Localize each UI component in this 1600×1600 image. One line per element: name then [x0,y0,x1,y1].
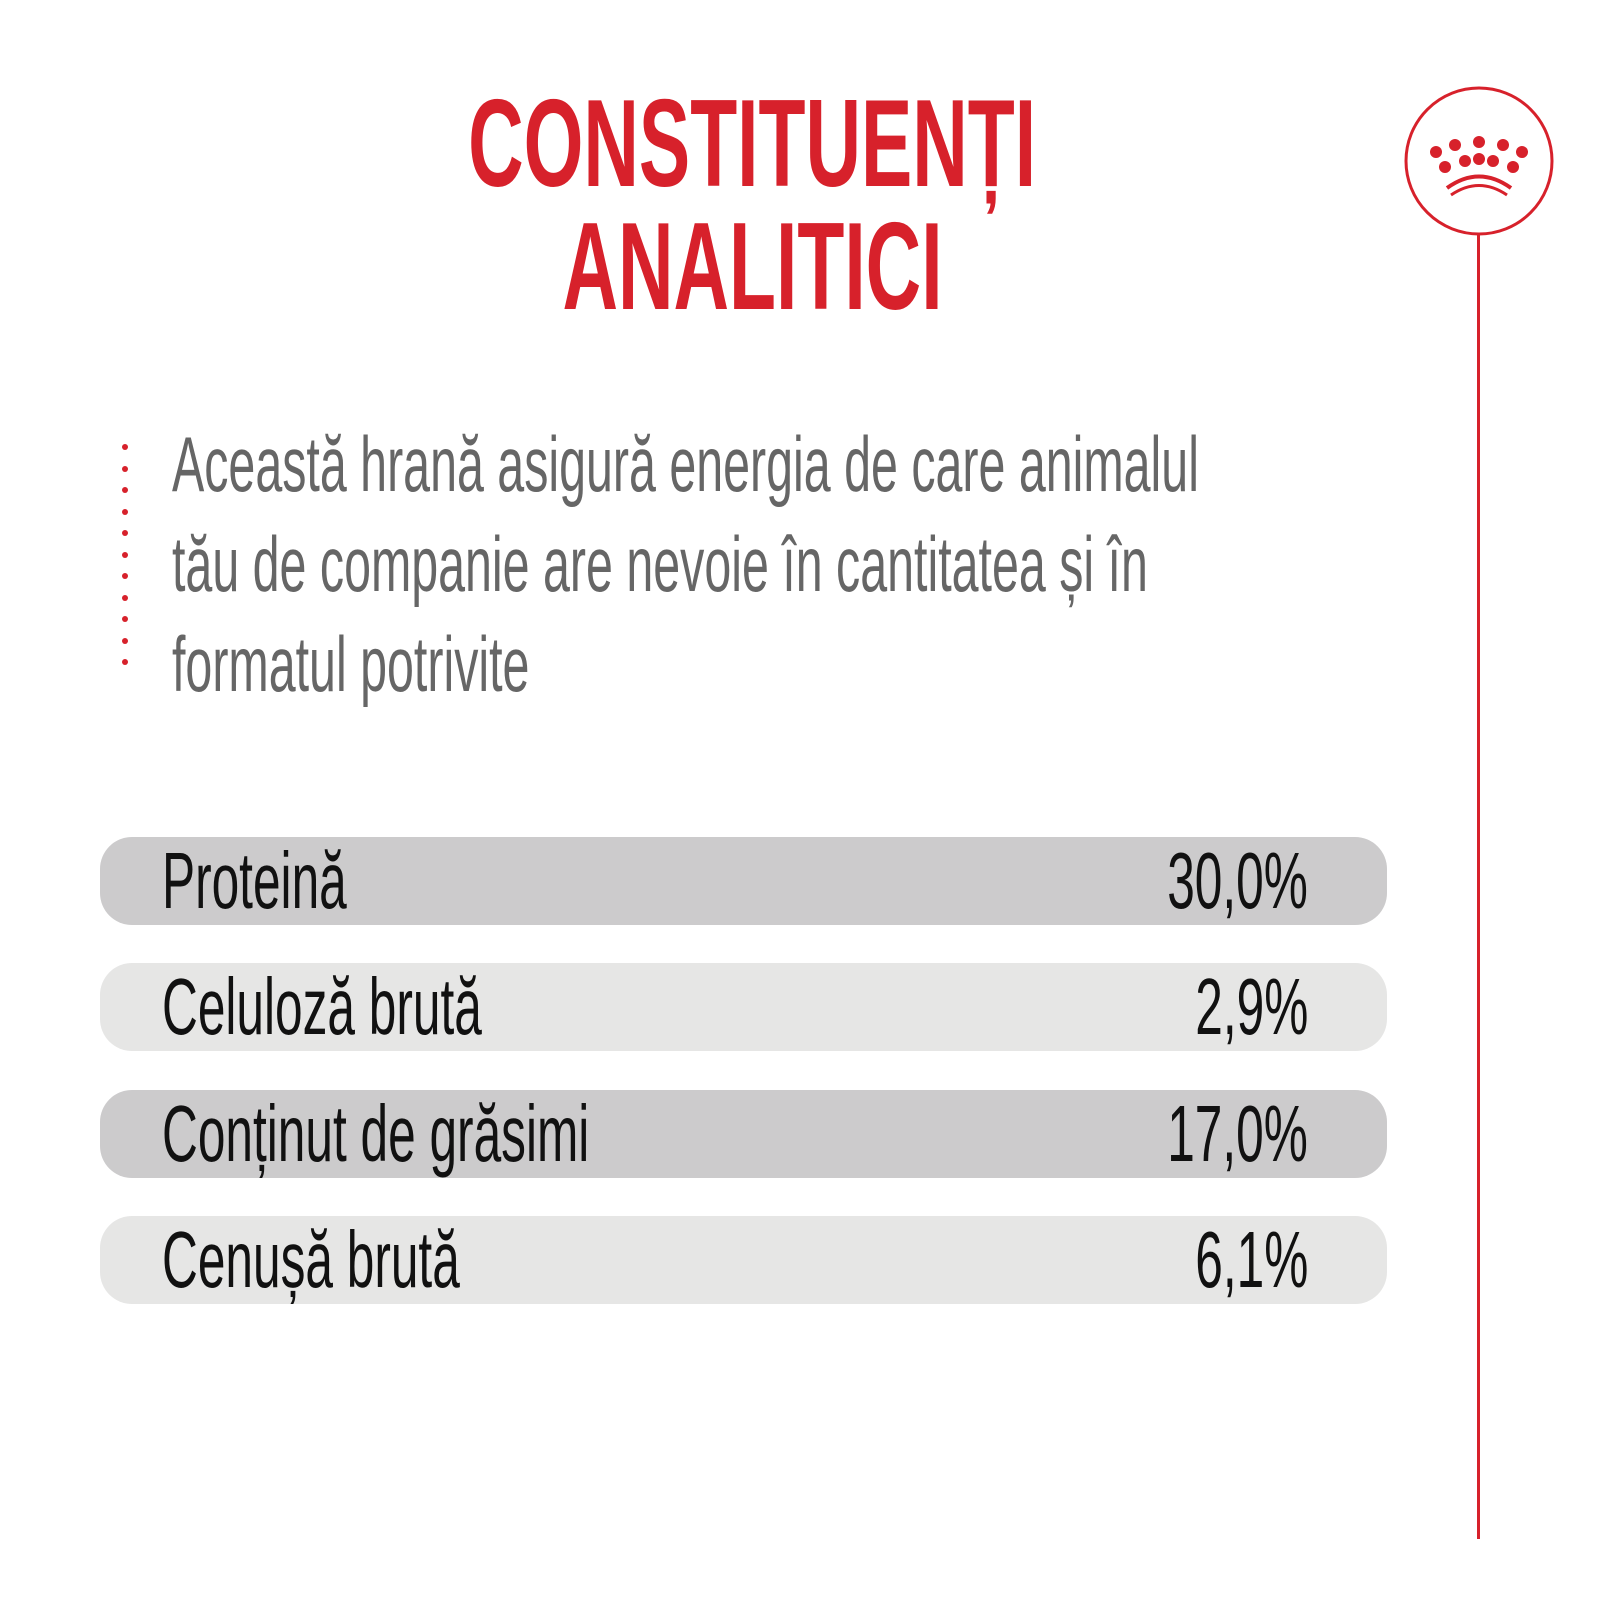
title-line-1: CONSTITUENȚI [468,75,1037,213]
description-line-1: Această hrană asigură energia de care an… [172,420,1199,508]
constituent-row: Cenușă brută 6,1% [100,1216,1387,1304]
constituent-row: Celuloză brută 2,9% [100,963,1387,1051]
constituent-row: Proteină 30,0% [100,837,1387,925]
description-line-2: tău de companie are nevoie în cantitatea… [172,520,1148,608]
constituent-value: 30,0% [1167,836,1308,925]
constituent-row: Conținut de grăsimi 17,0% [100,1090,1387,1178]
constituent-value: 17,0% [1167,1089,1308,1178]
constituent-label: Conținut de grăsimi [162,1089,590,1178]
constituent-value: 2,9% [1194,962,1308,1051]
constituent-label: Celuloză brută [162,962,482,1051]
vertical-accent-line [1477,234,1480,1539]
constituent-label: Cenușă brută [162,1215,460,1304]
crown-icon [1404,86,1554,236]
constituent-value: 6,1% [1194,1215,1308,1304]
dotted-divider [122,444,130,681]
title-line-2: ANALITICI [562,198,943,336]
constituent-label: Proteină [162,836,347,925]
description-line-3: formatul potrivite [172,620,530,708]
